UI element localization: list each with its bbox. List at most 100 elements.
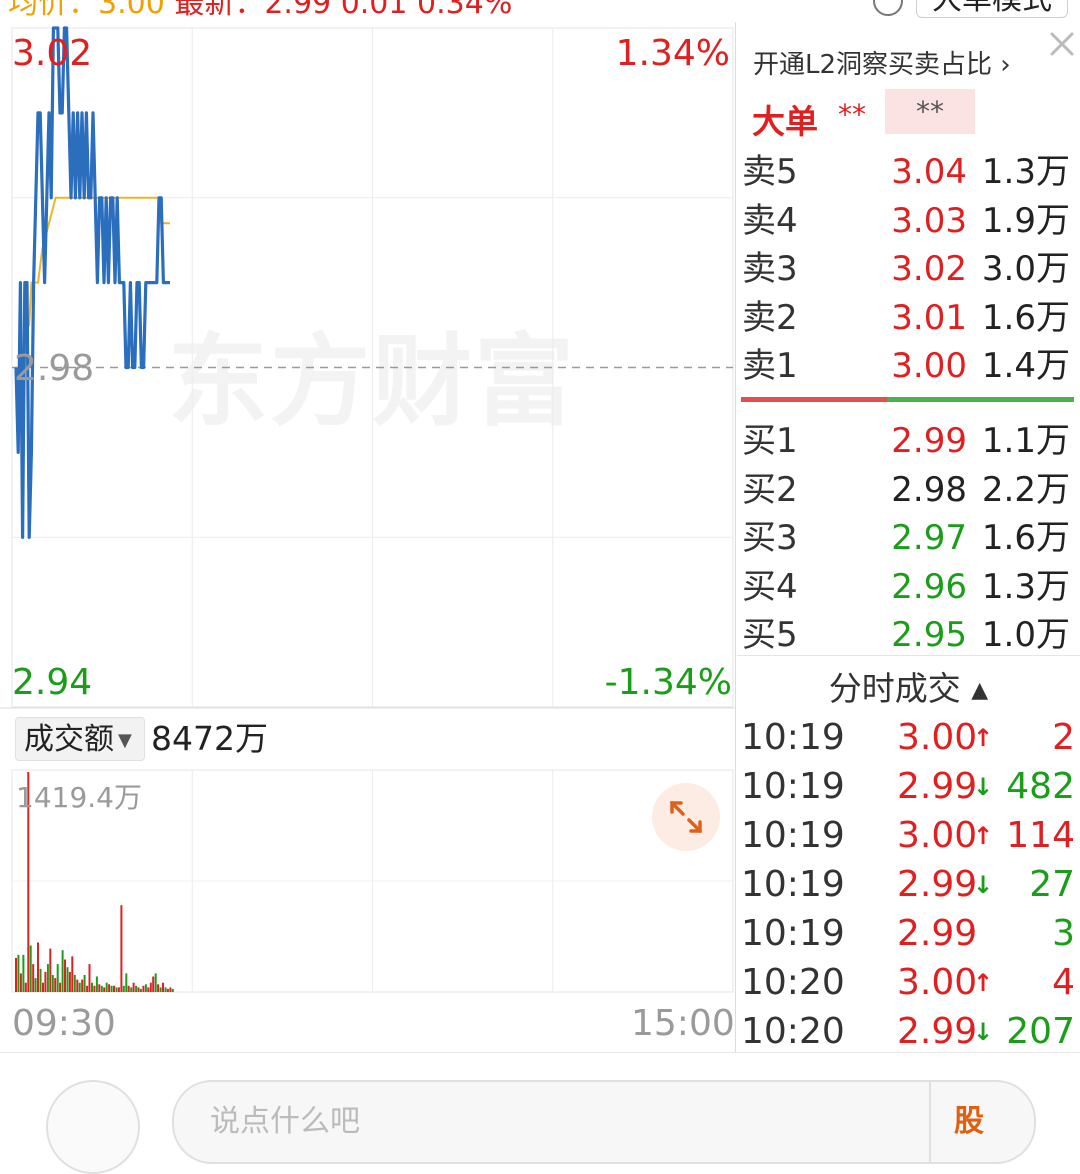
volume-bar — [76, 979, 79, 992]
volume-bar — [46, 964, 49, 992]
level-price: 3.01 — [891, 297, 967, 338]
volume-bar — [64, 959, 66, 992]
quote-summary: 均价：3.00 最新：2.99 0.01 0.34% — [8, 0, 512, 22]
pre-close-label: 2.98 — [14, 348, 95, 389]
trade-time: 10:19 — [741, 864, 845, 905]
trade-volume: 3 — [1052, 913, 1075, 954]
arrow-up-icon: ↑ — [973, 724, 994, 752]
volume-bar — [91, 982, 93, 992]
caret-down-icon: ▼ — [118, 729, 132, 751]
asks-row[interactable]: 卖3 3.02 3.0万 — [742, 247, 1077, 291]
trade-volume: 482 — [1006, 766, 1075, 807]
volume-type-label: 成交额 — [24, 722, 114, 757]
level-label: 卖5 — [742, 152, 798, 192]
level-volume: 3.0万 — [981, 249, 1070, 289]
trade-row: 10:19 2.99 ↓ 482 — [741, 764, 1076, 810]
comment-input[interactable]: 说点什么吧 股 — [172, 1080, 1036, 1164]
arrow-up-icon: ↑ — [973, 822, 994, 850]
trade-price: 2.99 — [897, 766, 978, 807]
level-volume: 1.6万 — [981, 518, 1070, 558]
level-volume: 1.1万 — [981, 421, 1070, 461]
expand-button[interactable] — [652, 783, 720, 851]
avg-value: 3.00 — [98, 0, 165, 21]
trade-price: 3.00 — [897, 717, 978, 758]
trade-volume: 27 — [1029, 864, 1075, 905]
trade-row: 10:20 3.00 ↑ 4 — [741, 960, 1076, 1006]
bids-row[interactable]: 买4 2.96 1.3万 — [742, 565, 1077, 609]
trade-time: 10:19 — [741, 717, 845, 758]
level-price: 2.96 — [891, 566, 967, 607]
volume-bar — [159, 987, 162, 992]
volume-bar — [110, 985, 113, 992]
volume-type-selector[interactable]: 成交额 ▼ — [15, 717, 145, 761]
arrow-down-icon: ↓ — [973, 871, 994, 899]
asks-row[interactable]: 卖1 3.00 1.4万 — [742, 344, 1077, 388]
trade-time: 10:20 — [741, 1011, 845, 1052]
volume-bar — [27, 772, 30, 992]
bids-row[interactable]: 买2 2.98 2.2万 — [742, 468, 1077, 512]
volume-bar — [152, 976, 155, 992]
volume-bar — [105, 982, 108, 992]
l2-upgrade-link[interactable]: 开通L2洞察买卖占比 › — [753, 44, 1011, 81]
close-button[interactable] — [1042, 24, 1080, 64]
big-order-mode-button[interactable]: 大单模式 — [916, 0, 1068, 18]
level-price: 2.99 — [891, 421, 967, 461]
bids-row[interactable]: 买3 2.97 1.6万 — [742, 516, 1077, 560]
volume-bar — [115, 987, 118, 992]
intraday-chart[interactable] — [0, 22, 736, 1052]
arrow-down-icon: ↓ — [973, 1018, 994, 1046]
sell-ratio-bar — [887, 397, 1074, 402]
arrow-down-icon: ↓ — [973, 773, 994, 801]
volume-bar — [132, 982, 135, 992]
trade-price: 3.00 — [897, 815, 978, 856]
trade-price: 2.99 — [897, 864, 978, 905]
volume-bar — [39, 968, 42, 992]
volume-bar — [144, 984, 147, 992]
trade-row: 10:19 2.99 3 — [741, 911, 1076, 957]
level-label: 卖3 — [742, 249, 798, 289]
comment-placeholder: 说点什么吧 — [210, 1104, 360, 1139]
level-volume: 1.0万 — [981, 615, 1070, 655]
trades-tab[interactable]: 分时成交 ▲ — [737, 662, 1080, 710]
input-divider — [929, 1082, 931, 1162]
level-price: 3.02 — [891, 249, 967, 289]
help-icon[interactable] — [873, 0, 903, 16]
big-order-sell-value: ** — [885, 89, 975, 134]
price-line — [14, 26, 170, 539]
volume-bar — [120, 905, 123, 992]
volume-bar — [93, 985, 96, 992]
brand-icon[interactable]: 股 — [954, 1104, 984, 1139]
edit-button[interactable] — [46, 1080, 140, 1174]
arrow-up-icon: ↑ — [973, 969, 994, 997]
level-price: 2.97 — [891, 518, 967, 558]
bids-row[interactable]: 买1 2.99 1.1万 — [742, 419, 1077, 463]
asks-row[interactable]: 卖2 3.01 1.6万 — [742, 296, 1077, 340]
volume-total: 8472万 — [151, 719, 268, 758]
level-volume: 1.4万 — [981, 346, 1070, 386]
change-value: 0.01 — [340, 0, 408, 21]
bottom-divider — [0, 1052, 1080, 1053]
l2-link-label: 开通L2洞察买卖占比 — [753, 50, 993, 80]
level-label: 买2 — [742, 469, 798, 510]
trade-row: 10:19 3.00 ↑ 2 — [741, 715, 1076, 761]
bids-row[interactable]: 买5 2.95 1.0万 — [742, 613, 1077, 657]
big-order-buy-value: ** — [838, 98, 866, 131]
volume-bar — [142, 985, 145, 992]
level-label: 买3 — [742, 518, 798, 558]
level-label: 卖2 — [742, 297, 798, 338]
volume-bar — [81, 979, 84, 992]
level-price: 2.98 — [891, 469, 967, 510]
volume-bar — [139, 988, 142, 992]
volume-bar — [117, 987, 120, 992]
asks-row[interactable]: 卖5 3.04 1.3万 — [742, 150, 1077, 194]
level-price: 3.03 — [891, 200, 967, 241]
volume-bar — [100, 985, 103, 992]
volume-bar — [15, 957, 17, 992]
trade-volume: 114 — [1006, 815, 1075, 856]
order-book-panel — [735, 22, 1080, 1052]
volume-bar — [157, 984, 160, 992]
volume-bar — [171, 988, 174, 992]
volume-bar — [37, 942, 39, 992]
asks-row[interactable]: 卖4 3.03 1.9万 — [742, 199, 1077, 243]
divider — [737, 655, 1080, 656]
